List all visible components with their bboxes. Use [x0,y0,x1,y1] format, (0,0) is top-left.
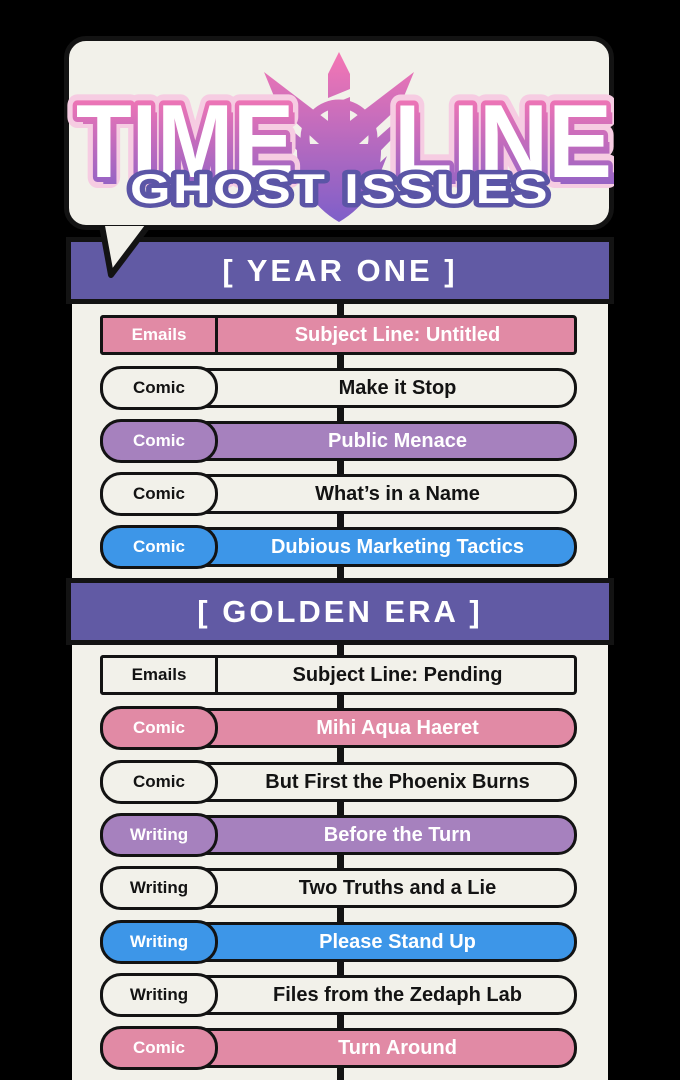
logo-word-time-shadow: TIME [82,91,300,207]
timeline-logo: TIME TIME TIME LINE LINE LINE GHOST ISSU… [65,52,614,222]
row-type-badge: Writing [100,866,218,910]
row-title: Subject Line: Untitled [294,323,501,346]
logo-subtitle: GHOST ISSUES [130,165,550,212]
timeline-row: Files from the Zedaph Lab Writing [100,973,577,1017]
row-type-label: Writing [129,878,189,897]
row-type-label: Writing [129,825,189,844]
section-title: [ YEAR ONE ] [222,252,458,288]
logo-word-line-shadow: LINE [400,91,614,207]
timeline-row: Two Truths and a Lie Writing [100,866,577,910]
timeline-row: What’s in a Name Comic [100,472,577,516]
section-title: [ GOLDEN ERA ] [197,593,483,629]
timeline-row: Dubious Marketing Tactics Comic [100,525,577,569]
row-type-badge: Writing [100,973,218,1017]
row-title: Turn Around [338,1036,457,1059]
row-title: Public Menace [328,429,467,452]
logo-word-time: TIME [76,84,294,200]
row-title: Please Stand Up [319,930,476,953]
timeline-row: But First the Phoenix Burns Comic [100,760,577,804]
row-type-badge: Comic [100,1026,218,1070]
row-type-label: Comic [133,484,185,503]
row-type-badge: Comic [100,525,218,569]
row-title: Files from the Zedaph Lab [273,983,522,1006]
row-title: What’s in a Name [315,482,480,505]
timeline-row: Subject Line: Pending Emails [100,653,577,697]
row-title: Before the Turn [323,823,472,846]
row-title: But First the Phoenix Burns [265,770,530,793]
row-type-label: Emails [131,665,187,684]
section-header-golden-era: [ GOLDEN ERA ] [66,578,614,645]
timeline-row: Please Stand Up Writing [100,920,577,964]
row-type-badge: Writing [100,920,218,964]
logo-word-time-halo: TIME [76,84,294,200]
row-title: Subject Line: Pending [292,663,503,686]
section-header-year-one: [ YEAR ONE ] [66,237,614,304]
row-type-label: Comic [133,431,185,450]
row-type-label: Writing [129,985,189,1004]
logo-word-line-halo: LINE [394,84,612,200]
row-type-badge: Comic [100,366,218,410]
row-title: Dubious Marketing Tactics [270,535,524,558]
row-type-badge: Emails [100,315,218,355]
logo-subtitle-shadow: GHOST ISSUES [133,169,553,216]
row-title: Mihi Aqua Haeret [316,716,479,739]
timeline-row: Make it Stop Comic [100,366,577,410]
row-type-badge: Writing [100,813,218,857]
row-type-badge: Comic [100,419,218,463]
timeline-row: Subject Line: Untitled Emails [100,313,577,357]
row-type-label: Comic [133,772,185,791]
logo-word-line: LINE [394,84,612,200]
timeline-row: Public Menace Comic [100,419,577,463]
row-title: Two Truths and a Lie [298,876,497,899]
row-title: Make it Stop [338,376,457,399]
timeline-row: Turn Around Comic [100,1026,577,1070]
row-type-label: Comic [133,537,185,556]
winged-crest-icon [264,52,414,222]
row-type-badge: Comic [100,706,218,750]
timeline-row: Mihi Aqua Haeret Comic [100,706,577,750]
row-type-label: Emails [131,325,187,344]
row-type-label: Comic [133,718,185,737]
row-type-badge: Comic [100,472,218,516]
logo-bubble: TIME TIME TIME LINE LINE LINE GHOST ISSU… [64,36,614,230]
row-type-label: Comic [133,378,185,397]
row-type-badge: Comic [100,760,218,804]
speech-bubble-tail [99,225,151,278]
row-type-label: Comic [133,1038,185,1057]
row-type-badge: Emails [100,655,218,695]
timeline-row: Before the Turn Writing [100,813,577,857]
row-type-label: Writing [129,932,189,951]
